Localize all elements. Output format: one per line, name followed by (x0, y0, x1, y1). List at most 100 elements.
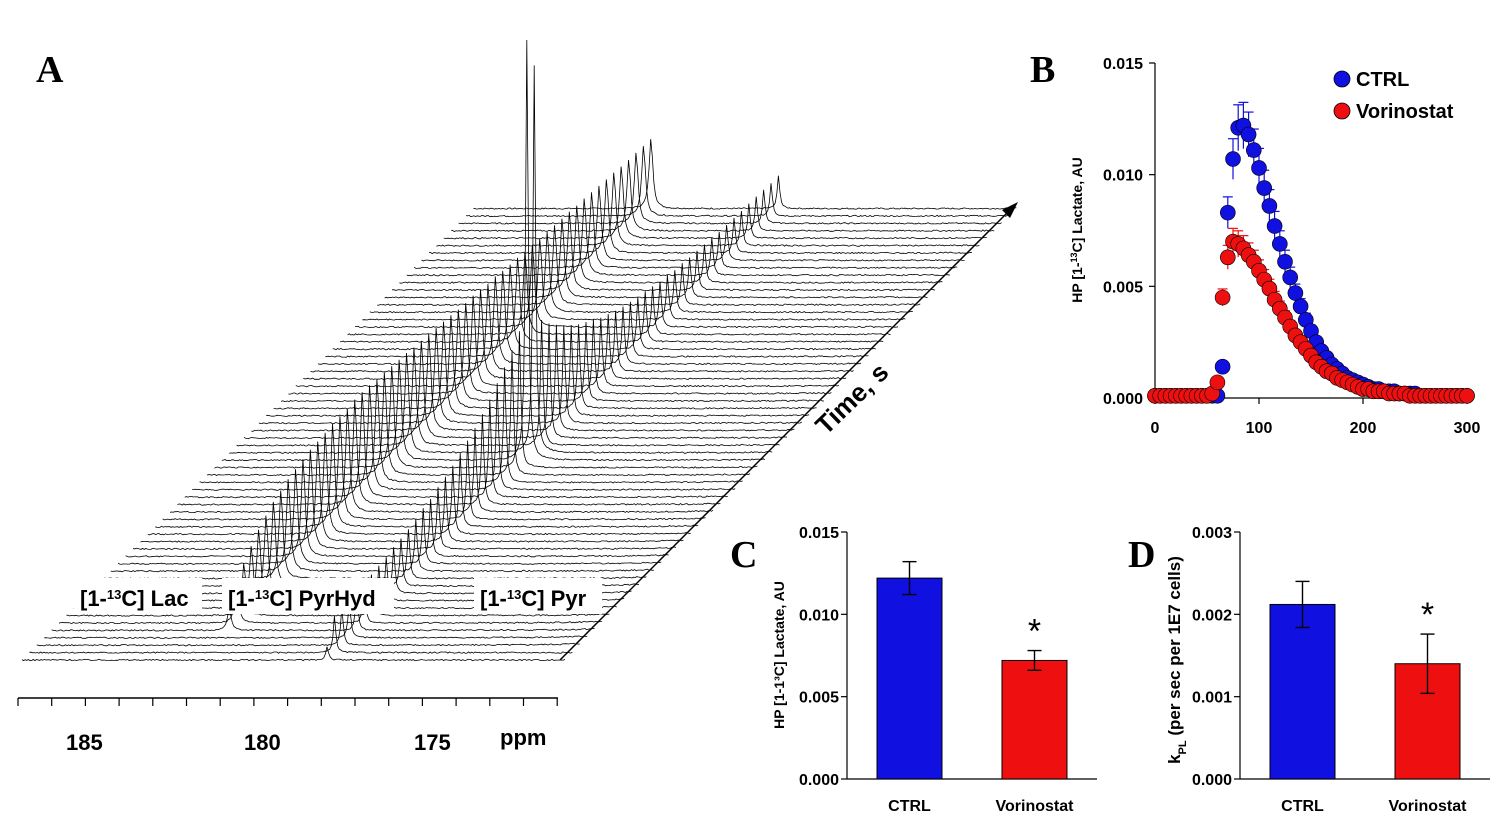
panel-b-x-tick-label: 100 (1246, 420, 1273, 437)
spectrum-trace (229, 65, 773, 454)
bar-y-tick-label: 0.010 (799, 607, 839, 624)
panel-b-y-tick-label: 0.000 (1103, 391, 1143, 408)
spectrum-trace (206, 350, 751, 477)
panel-c-chart: 0.000 0.005 0.010 0.015 CTRL Vorinostat * (799, 525, 1097, 815)
spectrum-trace (303, 289, 847, 380)
spectrum-trace (147, 432, 691, 536)
spectrum-trace (377, 225, 921, 306)
panel-b-y-tick-label: 0.015 (1103, 56, 1143, 73)
bar-y-tick-label: 0.005 (799, 690, 839, 707)
bar-y-tick-label: 0.015 (799, 525, 839, 542)
panel-b-x-tick-label: 300 (1454, 420, 1481, 437)
panel-b-legend: CTRL Vorinostat (1333, 69, 1454, 123)
panel-b-x-tick-label: 0 (1151, 420, 1160, 437)
spectrum-trace (177, 399, 721, 506)
significance-marker: * (1421, 596, 1434, 634)
bar-y-tick-label: 0.002 (1192, 607, 1232, 624)
spectrum-trace (236, 319, 780, 447)
spectrum-trace (406, 198, 950, 277)
spectrum-trace (428, 179, 973, 255)
peak-label-pyrhyd: [1-13C] PyrHyd (228, 586, 376, 611)
bar-vorinostat (1001, 659, 1068, 780)
ppm-axis-label: ppm (500, 725, 546, 750)
data-point (1287, 285, 1304, 301)
data-point (1459, 387, 1475, 404)
spectrum-trace (95, 501, 640, 588)
ppm-tick-175: 175 (414, 730, 451, 755)
panel-d-chart: 0.000 0.001 0.002 0.003 CTRL Vorinostat * (1192, 525, 1490, 815)
spectrum-trace (214, 331, 758, 469)
data-point (1277, 253, 1293, 270)
stacked-spectra (21, 39, 1017, 662)
spectrum-trace (132, 449, 677, 551)
bar-category-label: Vorinostat (1389, 798, 1468, 815)
spectrum-trace (184, 392, 728, 499)
spectrum-trace (58, 583, 603, 625)
spectrum-trace (288, 302, 832, 395)
ppm-tick-180: 180 (244, 730, 281, 755)
peak-label-bg-lac (74, 578, 202, 614)
spectrum-trace (258, 325, 803, 425)
spectrum-trace (103, 490, 647, 580)
spectrum-trace (325, 270, 869, 358)
data-point (1220, 204, 1236, 221)
spectrum-trace (169, 408, 714, 514)
panel-letter-c: C (730, 534, 757, 576)
spectrum-trace (421, 185, 965, 262)
bar-y-tick-label: 0.000 (1192, 772, 1232, 789)
spectrum-trace (251, 324, 795, 432)
panel-d: D kPL (per sec per 1E7 cells) 0.000 0.001… (1128, 525, 1490, 815)
spectrum-trace (44, 600, 588, 639)
spectrum-trace (117, 469, 662, 565)
peak-label-bg-pyrhyd (222, 578, 394, 614)
series-vorinostat-points (1147, 233, 1475, 404)
spectrum-trace (451, 159, 995, 232)
spectrum-trace (465, 146, 1010, 218)
bar-y-tick-label: 0.001 (1192, 690, 1232, 707)
panel-b-axes: 0.000 0.005 0.010 0.015 0 100 200 300 (1103, 56, 1480, 437)
data-point (1214, 358, 1231, 375)
panel-b-y-tick-label: 0.005 (1103, 279, 1143, 296)
spectrum-trace (243, 323, 788, 440)
bar-category-label: CTRL (888, 798, 931, 815)
spectrum-trace (192, 383, 736, 491)
spectrum-trace (436, 172, 980, 247)
spectrum-trace (295, 295, 839, 388)
data-point (1225, 151, 1241, 167)
spectrum-trace (51, 591, 595, 632)
panel-letter-a: A (36, 49, 64, 91)
ppm-tick-185: 185 (66, 730, 103, 755)
data-point (1256, 180, 1272, 196)
spectrum-trace (162, 416, 706, 521)
ppm-ticks (17, 698, 558, 706)
spectrum-trace (347, 251, 891, 336)
panel-b: B HP [1-13C] Lactate, AU 0.000 0.005 0.010… (1030, 49, 1480, 437)
data-point (1251, 160, 1267, 176)
panel-b-series (1147, 101, 1475, 404)
spectrum-trace (340, 257, 884, 343)
spectrum-trace (310, 283, 854, 373)
spectrum-trace (155, 423, 699, 528)
spectrum-trace (36, 607, 580, 647)
spectrum-trace (140, 441, 684, 543)
data-point (1272, 236, 1288, 252)
spectrum-trace (280, 309, 824, 403)
data-point (1246, 142, 1262, 158)
peak-label-bg-pyr (474, 578, 602, 614)
spectrum-trace (362, 238, 906, 321)
spectrum-trace (413, 192, 958, 269)
bar-ctrl (1269, 603, 1336, 780)
spectrum-trace (221, 39, 766, 462)
bar-category-label: Vorinostat (996, 798, 1075, 815)
spectrum-trace (369, 231, 913, 314)
panel-b-y-tick-label: 0.010 (1103, 168, 1143, 185)
panel-d-ylabel: kPL (per sec per 1E7 cells) (1165, 556, 1189, 764)
spectrum-trace (473, 139, 1017, 210)
panel-c: C HP [1-1³C] Lactate, AU 0.000 0.005 0.010… (730, 525, 1097, 815)
legend-label-ctrl: CTRL (1356, 69, 1409, 91)
spectrum-trace (332, 264, 876, 351)
data-point (1292, 298, 1309, 315)
spectrum-trace (399, 205, 943, 284)
legend-label-vorinostat: Vorinostat (1356, 101, 1454, 123)
legend-marker-ctrl (1333, 70, 1351, 88)
